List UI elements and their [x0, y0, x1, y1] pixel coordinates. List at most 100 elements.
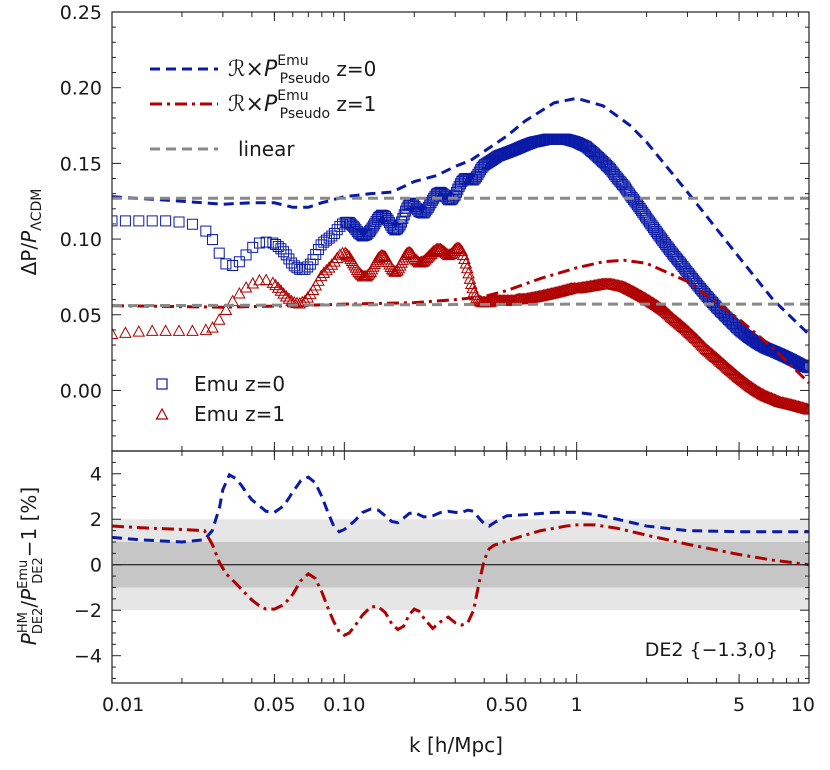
- emu-z0-marker: [146, 215, 158, 227]
- emu-z1-marker: [452, 241, 466, 254]
- emu-z0-marker: [803, 362, 809, 374]
- x-tick-label: 5: [733, 694, 745, 716]
- emu-z1-marker: [328, 255, 341, 267]
- emu-z1-marker: [199, 323, 213, 335]
- bottom-y-tick-label: 0: [90, 555, 102, 577]
- tolerance-bands: [112, 519, 809, 611]
- bottom-y-tick-label: 2: [90, 509, 102, 531]
- emu-z1-marker: [266, 276, 280, 288]
- top-y-tick-label: 0.25: [60, 2, 102, 24]
- emu-z1-marker: [694, 336, 707, 349]
- rp-z1-curve: [112, 258, 809, 384]
- emu-z0-marker: [186, 218, 198, 230]
- emu-z1-marker: [759, 389, 773, 402]
- emu-z1-marker: [159, 324, 172, 336]
- emu-z1-marker: [472, 294, 486, 306]
- emu-z1-marker: [458, 252, 471, 264]
- emu-z1-marker: [212, 313, 226, 325]
- emu-z1-marker: [771, 394, 785, 407]
- emu-z1-marker: [691, 334, 705, 346]
- emu-z0-marker: [160, 215, 172, 227]
- emu-z1-marker: [325, 258, 339, 270]
- emu-z1-marker: [119, 326, 132, 338]
- emu-z0-marker: [449, 189, 461, 201]
- top-y-axis-title: ΔP/PΛCDM: [17, 189, 45, 276]
- emu-z0-marker: [233, 256, 245, 268]
- emu-z1-marker: [206, 321, 219, 333]
- top-panel-series: [112, 96, 809, 415]
- bottom-panel-series: [112, 472, 809, 637]
- emu-z0-marker: [240, 249, 252, 261]
- legend-marker-triangle: [155, 407, 169, 420]
- emu-z0-marker: [119, 215, 131, 227]
- emu-z1-marker: [341, 248, 355, 261]
- legend-label-emu-z1: Emu z=1: [194, 402, 285, 426]
- legend-markers: Emu z=0 Emu z=1: [155, 372, 285, 426]
- emu-z1-marker: [320, 263, 333, 276]
- emu-z1-marker: [692, 335, 706, 348]
- emu-z0-marker: [220, 258, 232, 270]
- panel-annotation: DE2 {−1.3,0}: [645, 639, 778, 661]
- rp-z0-curve: [112, 96, 809, 336]
- emu-z1-marker: [340, 247, 353, 260]
- x-tick-label: 10: [791, 694, 815, 716]
- top-y-tick-label: 0.20: [60, 78, 102, 100]
- emu-z0-marker: [173, 216, 185, 228]
- emu-z0-marker: [396, 216, 408, 228]
- x-tick-label: 1: [571, 694, 583, 716]
- emu-z1-marker: [683, 326, 697, 338]
- x-tick-label: 0.01: [102, 694, 144, 716]
- emu-z1-marker: [688, 331, 702, 344]
- emu-z1-marker: [279, 289, 293, 302]
- emu-z1-marker: [696, 339, 710, 352]
- emu-z1-marker: [687, 330, 701, 342]
- emu-z1-marker: [322, 261, 336, 273]
- emu-z1-marker: [360, 269, 374, 282]
- emu-z1-marker: [420, 251, 434, 264]
- emu-z1-marker: [333, 248, 347, 260]
- x-tick-label: 0.50: [486, 694, 528, 716]
- emu-z1-marker: [282, 292, 296, 304]
- legend-marker-square: [156, 378, 168, 390]
- legend-label-rp-z0: ℛ×PEmu Pseudo z=0: [228, 53, 376, 87]
- emu-z1-marker: [690, 332, 703, 345]
- emu-z0-marker: [207, 234, 219, 246]
- emu-z1-marker: [695, 338, 709, 350]
- emu-z1-marker: [459, 256, 473, 269]
- ratio-z1-curve: [112, 523, 809, 637]
- emu-z1-marker: [172, 324, 186, 336]
- emu-z1-marker: [253, 273, 266, 286]
- top-y-tick-labels: 0.25 0.20 0.15 0.10 0.05 0.00: [60, 2, 102, 402]
- linear-curve-1: [112, 302, 809, 308]
- emu-z1-marker: [466, 281, 479, 294]
- emu-z1-marker: [372, 251, 386, 263]
- x-axis-title: k [h/Mpc]: [409, 733, 503, 757]
- emu-z1-marker: [219, 303, 233, 315]
- top-y-tick-label: 0.00: [60, 380, 102, 402]
- emu-z1-marker: [376, 249, 390, 261]
- emu-z1-marker: [112, 327, 119, 339]
- emu-z1-marker: [761, 390, 774, 402]
- emu-z0-marker: [133, 215, 145, 227]
- emu-z1-marker: [419, 252, 432, 265]
- emu-z1-marker: [377, 249, 391, 262]
- emu-z0-marker: [398, 209, 410, 221]
- emu-z1-marker: [389, 264, 403, 277]
- emu-z1-marker: [456, 248, 470, 261]
- emu-z1-marker: [232, 287, 246, 299]
- emu-z1-marker: [259, 273, 273, 285]
- ratio-z0-curve: [112, 472, 809, 544]
- emu-z0-marker: [213, 247, 225, 259]
- bottom-y-tick-labels: 4 2 0 −2 −4: [74, 464, 102, 668]
- legend-lines: ℛ×PEmu Pseudo z=0 ℛ×PEmu Pseudo z=1 linear: [150, 53, 376, 161]
- emu-z1-marker: [269, 278, 282, 291]
- legend-label-emu-z0: Emu z=0: [194, 372, 285, 396]
- emu-z1-marker: [464, 277, 478, 290]
- emu-z1-marker: [463, 272, 477, 284]
- emu-z1-marker: [186, 324, 199, 336]
- emu-z1-marker: [684, 327, 698, 340]
- emu-z1-marker: [802, 403, 809, 415]
- top-y-tick-label: 0.10: [60, 229, 102, 251]
- emu-z1-marker: [277, 287, 290, 299]
